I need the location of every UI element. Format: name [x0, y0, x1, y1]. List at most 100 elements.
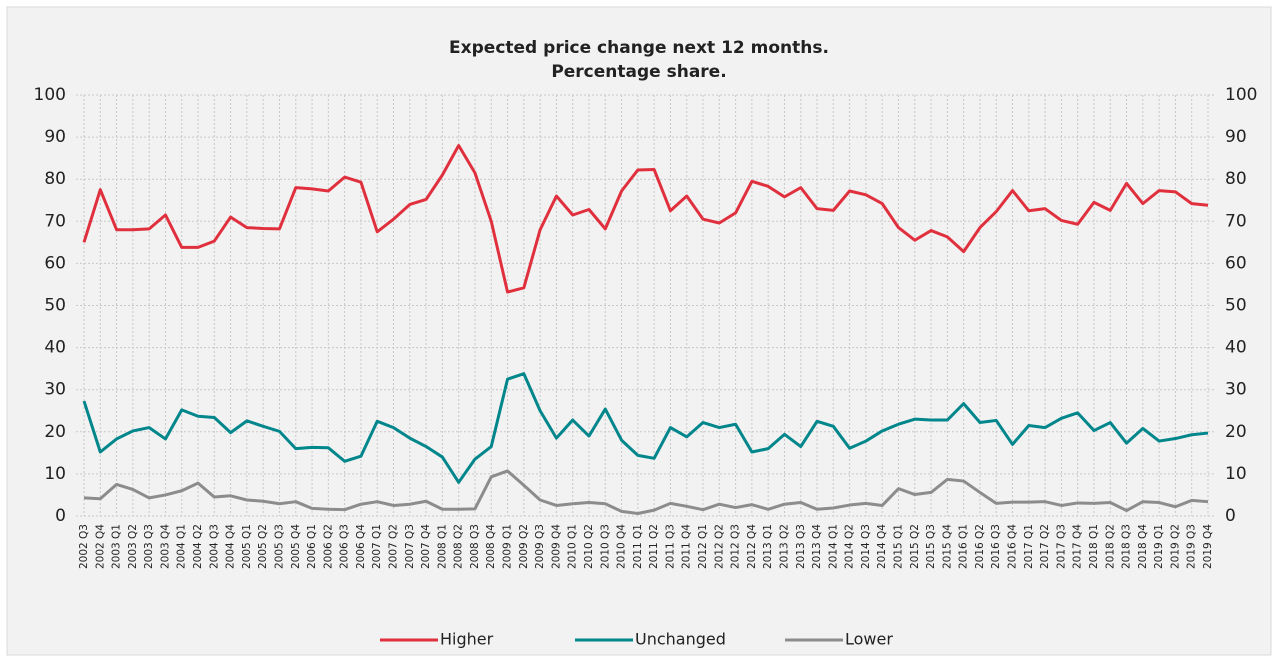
y-tick-label: 50	[44, 296, 66, 316]
x-tick-label: 2015 Q1	[892, 524, 904, 569]
x-tick-label: 2007 Q1	[371, 524, 383, 569]
x-tick-label: 2017 Q4	[1072, 524, 1084, 569]
x-tick-label: 2016 Q1	[958, 524, 970, 569]
y-tick-label: 40	[44, 338, 66, 358]
x-tick-label: 2011 Q3	[664, 524, 676, 569]
x-tick-label: 2016 Q2	[974, 524, 986, 569]
y2-tick-label: 70	[1225, 211, 1247, 231]
x-tick-label: 2005 Q4	[290, 524, 302, 569]
x-tick-label: 2010 Q4	[616, 524, 628, 569]
y-tick-label: 20	[44, 422, 66, 442]
series-line	[83, 469, 1209, 515]
x-tick-label: 2005 Q3	[273, 524, 285, 569]
x-tick-label: 2008 Q3	[469, 524, 481, 569]
x-tick-label: 2011 Q2	[648, 524, 660, 569]
x-tick-label: 2018 Q2	[1104, 524, 1116, 569]
x-tick-label: 2015 Q3	[925, 524, 937, 569]
x-tick-label: 2003 Q1	[111, 524, 123, 569]
x-tick-label: 2013 Q3	[795, 524, 807, 569]
legend-label: Higher	[440, 630, 494, 649]
x-tick-label: 2011 Q1	[632, 524, 644, 569]
y2-tick-label: 60	[1225, 253, 1247, 273]
y2-tick-label: 20	[1225, 422, 1247, 442]
y2-tick-label: 0	[1225, 506, 1236, 526]
legend-label: Lower	[845, 630, 893, 649]
x-tick-label: 2007 Q2	[388, 524, 400, 569]
x-tick-label: 2014 Q1	[827, 524, 839, 569]
x-tick-label: 2006 Q1	[306, 524, 318, 569]
y-tick-label: 70	[44, 211, 66, 231]
y2-tick-label: 40	[1225, 338, 1247, 358]
x-tick-label: 2005 Q2	[257, 524, 269, 569]
x-tick-label: 2017 Q1	[1023, 524, 1035, 569]
x-tick-label: 2009 Q2	[518, 524, 530, 569]
legend-label: Unchanged	[635, 630, 726, 649]
y-tick-label: 30	[44, 380, 66, 400]
x-tick-label: 2018 Q4	[1137, 524, 1149, 569]
x-tick-label: 2003 Q4	[159, 524, 171, 569]
x-tick-label: 2003 Q2	[127, 524, 139, 569]
x-tick-label: 2003 Q3	[143, 524, 155, 569]
x-tick-label: 2004 Q1	[176, 524, 188, 569]
y2-tick-label: 80	[1225, 169, 1247, 189]
x-tick-label: 2004 Q3	[208, 524, 220, 569]
series-line	[82, 372, 1209, 484]
chart-title: Expected price change next 12 months.	[449, 38, 829, 58]
x-tick-label: 2007 Q4	[420, 524, 432, 569]
x-tick-label: 2019 Q3	[1186, 524, 1198, 569]
y-tick-label: 100	[34, 85, 66, 105]
x-tick-label: 2018 Q1	[1088, 524, 1100, 569]
x-tick-label: 2004 Q2	[192, 524, 204, 569]
x-tick-label: 2008 Q4	[485, 524, 497, 569]
x-tick-label: 2014 Q3	[860, 524, 872, 569]
x-tick-label: 2015 Q4	[941, 524, 953, 569]
x-tick-label: 2008 Q2	[453, 524, 465, 569]
x-tick-label: 2012 Q2	[713, 524, 725, 569]
chart-title: Percentage share.	[551, 62, 726, 82]
x-tick-label: 2017 Q2	[1039, 524, 1051, 569]
x-tick-label: 2006 Q3	[339, 524, 351, 569]
x-tick-label: 2010 Q3	[599, 524, 611, 569]
x-tick-label: 2016 Q4	[1007, 524, 1019, 569]
x-tick-label: 2019 Q4	[1202, 524, 1214, 569]
chart-background	[6, 6, 1272, 656]
x-tick-label: 2002 Q3	[78, 524, 90, 569]
x-tick-label: 2010 Q2	[583, 524, 595, 569]
x-tick-label: 2013 Q1	[762, 524, 774, 569]
x-tick-label: 2013 Q2	[778, 524, 790, 569]
x-tick-label: 2010 Q1	[567, 524, 579, 569]
y-tick-label: 0	[55, 506, 66, 526]
series-line	[82, 144, 1209, 294]
x-tick-label: 2016 Q3	[990, 524, 1002, 569]
x-tick-label: 2012 Q4	[746, 524, 758, 569]
x-tick-label: 2018 Q3	[1121, 524, 1133, 569]
y2-tick-label: 10	[1225, 464, 1247, 484]
x-tick-label: 2017 Q3	[1055, 524, 1067, 569]
y2-tick-label: 50	[1225, 296, 1247, 316]
y2-tick-label: 30	[1225, 380, 1247, 400]
x-tick-label: 2004 Q4	[225, 524, 237, 569]
x-tick-label: 2012 Q1	[697, 524, 709, 569]
x-tick-label: 2006 Q4	[355, 524, 367, 569]
x-tick-label: 2006 Q2	[322, 524, 334, 569]
x-tick-label: 2009 Q1	[502, 524, 514, 569]
x-tick-label: 2014 Q4	[876, 524, 888, 569]
x-tick-label: 2014 Q2	[844, 524, 856, 569]
x-tick-label: 2009 Q3	[534, 524, 546, 569]
x-tick-label: 2005 Q1	[241, 524, 253, 569]
y2-tick-label: 90	[1225, 127, 1247, 147]
y-tick-label: 80	[44, 169, 66, 189]
x-tick-label: 2012 Q3	[730, 524, 742, 569]
x-tick-label: 2013 Q4	[811, 524, 823, 569]
x-tick-label: 2015 Q2	[909, 524, 921, 569]
x-tick-label: 2007 Q3	[404, 524, 416, 569]
y-tick-label: 10	[44, 464, 66, 484]
x-tick-label: 2019 Q2	[1169, 524, 1181, 569]
y2-tick-label: 100	[1225, 85, 1257, 105]
x-tick-label: 2019 Q1	[1153, 524, 1165, 569]
x-tick-label: 2011 Q4	[681, 524, 693, 569]
x-tick-label: 2009 Q4	[550, 524, 562, 569]
y-tick-label: 90	[44, 127, 66, 147]
y-tick-label: 60	[44, 253, 66, 273]
